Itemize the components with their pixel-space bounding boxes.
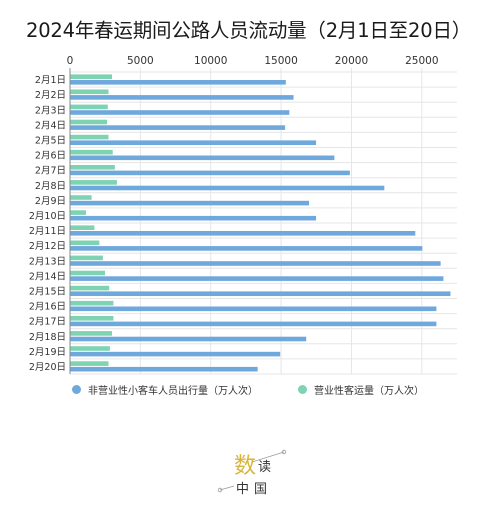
- bar-series2-2-8-7: [70, 180, 117, 185]
- bar-series2-2-17-16: [70, 316, 114, 321]
- bar-series2-2-11-10: [70, 225, 95, 230]
- bar-series1-2-11-10: [70, 231, 416, 236]
- y-tick-label: 2月17日: [29, 317, 66, 328]
- logo-char-zhong: 中: [236, 482, 250, 497]
- bar-series1-2-12-11: [70, 246, 423, 251]
- y-tick-label: 2月11日: [29, 226, 66, 237]
- bar-chart: 0 5000 10000 15000 20000 25000 2月1日2月2日2月3日2月…: [29, 55, 457, 375]
- x-tick-label: 5000: [127, 55, 154, 67]
- y-tick-label: 2月13日: [29, 256, 66, 267]
- y-tick-label: 2月9日: [35, 196, 66, 207]
- y-tick-label: 2月2日: [35, 90, 66, 101]
- chart-title: 2024年春运期间公路人员流动量（2月1日至20日）: [26, 19, 472, 42]
- bar-series1-2-5-4: [70, 140, 317, 145]
- bar-series1-2-15-14: [70, 291, 451, 296]
- bar-series2-2-1-0: [70, 74, 113, 79]
- bar-series1-2-7-6: [70, 170, 350, 176]
- bar-series2-2-4-3: [70, 119, 108, 125]
- y-tick-label: 2月5日: [35, 135, 66, 146]
- bar-series1-2-18-17: [70, 336, 307, 342]
- legend-label-series1: 非营业性小客车人员出行量（万人次）: [88, 386, 258, 397]
- legend-item-series1: 非营业性小客车人员出行量（万人次）: [72, 382, 258, 397]
- bar-series2-2-20-19: [70, 361, 109, 366]
- y-tick-label: 2月20日: [29, 362, 66, 373]
- bar-series2-2-16-15: [70, 300, 114, 306]
- y-tick-label: 2月14日: [29, 271, 66, 282]
- bar-series1-2-6-5: [70, 155, 335, 161]
- bar-series2-2-6-5: [70, 149, 113, 155]
- bar-series1-2-19-18: [70, 351, 281, 357]
- logo-char-guo: 国: [254, 482, 268, 497]
- logo-char-shu: 数: [234, 454, 257, 479]
- y-tick-label: 2月1日: [35, 75, 66, 86]
- x-axis-ticks: 0 5000 10000 15000 20000 25000: [67, 55, 439, 67]
- bar-series1-2-13-12: [70, 261, 441, 266]
- y-tick-label: 2月6日: [35, 151, 66, 162]
- bar-series2-2-12-11: [70, 240, 100, 246]
- x-tick-label: 0: [67, 55, 74, 67]
- bar-series2-2-19-18: [70, 346, 110, 351]
- legend: 非营业性小客车人员出行量（万人次） 营业性客运量（万人次）: [72, 382, 424, 397]
- grid-layer: [69, 68, 457, 375]
- bar-series1-2-10-9: [70, 215, 317, 221]
- y-tick-label: 2月15日: [29, 286, 66, 297]
- logo-decoration-icon: [217, 449, 287, 493]
- bar-series1-2-1-0: [70, 80, 286, 85]
- bar-series2-2-13-12: [70, 255, 103, 261]
- y-tick-label: 2月18日: [29, 332, 66, 343]
- bar-series1-2-14-13: [70, 276, 444, 281]
- bar-series2-2-14-13: [70, 270, 105, 276]
- bar-series2-2-9-8: [70, 195, 92, 200]
- legend-item-series2: 营业性客运量（万人次）: [298, 382, 424, 397]
- bar-series2-2-3-2: [70, 104, 108, 110]
- legend-swatch-series1: [72, 385, 81, 394]
- bar-series2-2-18-17: [70, 331, 113, 336]
- x-tick-label: 10000: [194, 55, 227, 67]
- y-tick-label: 2月10日: [29, 211, 66, 222]
- y-tick-label: 2月19日: [29, 347, 66, 358]
- bar-series1-2-20-19: [70, 366, 258, 372]
- y-tick-label: 2月3日: [35, 105, 66, 116]
- y-tick-label: 2月16日: [29, 302, 66, 313]
- bar-series1-2-2-1: [70, 95, 294, 100]
- bar-series1-2-9-8: [70, 200, 310, 206]
- bar-series2-2-15-14: [70, 285, 110, 291]
- bar-series1-2-8-7: [70, 185, 385, 191]
- y-tick-label: 2月12日: [29, 241, 66, 252]
- bars: [70, 74, 451, 372]
- logo-char-du: 读: [258, 460, 272, 475]
- bar-series1-2-4-3: [70, 125, 286, 130]
- bar-series1-2-3-2: [70, 110, 290, 115]
- brand-logo: 数 读 中 国: [214, 444, 294, 500]
- x-tick-label: 25000: [405, 55, 438, 67]
- y-tick-label: 2月4日: [35, 120, 66, 131]
- bar-series1-2-17-16: [70, 321, 437, 327]
- y-tick-label: 2月8日: [35, 181, 66, 192]
- legend-swatch-series2: [298, 385, 307, 394]
- y-axis-categories: 2月1日 2月2日 2月3日 2月4日 2月5日 2月6日 2月7日 2月8日 2月9日 2月10…: [29, 75, 66, 373]
- bar-series2-2-10-9: [70, 210, 86, 215]
- y-tick-label: 2月7日: [35, 166, 66, 177]
- bar-series2-2-2-1: [70, 89, 109, 95]
- bar-series2-2-5-4: [70, 134, 109, 140]
- bar-series2-2-7-6: [70, 165, 115, 170]
- x-tick-label: 15000: [264, 55, 297, 67]
- x-tick-label: 20000: [335, 55, 368, 67]
- legend-label-series2: 营业性客运量（万人次）: [314, 386, 424, 397]
- bar-series1-2-16-15: [70, 306, 437, 312]
